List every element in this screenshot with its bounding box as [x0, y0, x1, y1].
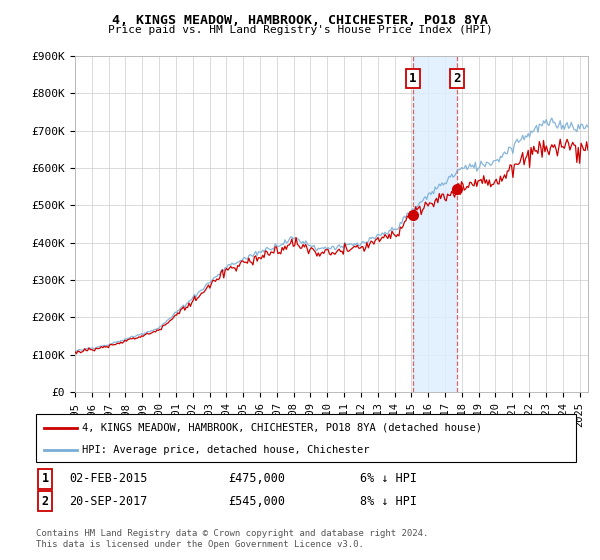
FancyBboxPatch shape: [36, 414, 576, 462]
Text: 2: 2: [41, 494, 49, 508]
Text: 20-SEP-2017: 20-SEP-2017: [69, 494, 148, 508]
Text: £545,000: £545,000: [228, 494, 285, 508]
Text: 8% ↓ HPI: 8% ↓ HPI: [360, 494, 417, 508]
Text: HPI: Average price, detached house, Chichester: HPI: Average price, detached house, Chic…: [82, 445, 370, 455]
Text: 2: 2: [454, 72, 461, 85]
Text: 4, KINGS MEADOW, HAMBROOK, CHICHESTER, PO18 8YA (detached house): 4, KINGS MEADOW, HAMBROOK, CHICHESTER, P…: [82, 423, 482, 433]
Text: £475,000: £475,000: [228, 472, 285, 486]
Text: 1: 1: [41, 472, 49, 486]
Text: 1: 1: [409, 72, 416, 85]
Text: 6% ↓ HPI: 6% ↓ HPI: [360, 472, 417, 486]
Text: Contains HM Land Registry data © Crown copyright and database right 2024.
This d: Contains HM Land Registry data © Crown c…: [36, 529, 428, 549]
Text: 02-FEB-2015: 02-FEB-2015: [69, 472, 148, 486]
Text: 4, KINGS MEADOW, HAMBROOK, CHICHESTER, PO18 8YA: 4, KINGS MEADOW, HAMBROOK, CHICHESTER, P…: [112, 14, 488, 27]
Text: Price paid vs. HM Land Registry's House Price Index (HPI): Price paid vs. HM Land Registry's House …: [107, 25, 493, 35]
